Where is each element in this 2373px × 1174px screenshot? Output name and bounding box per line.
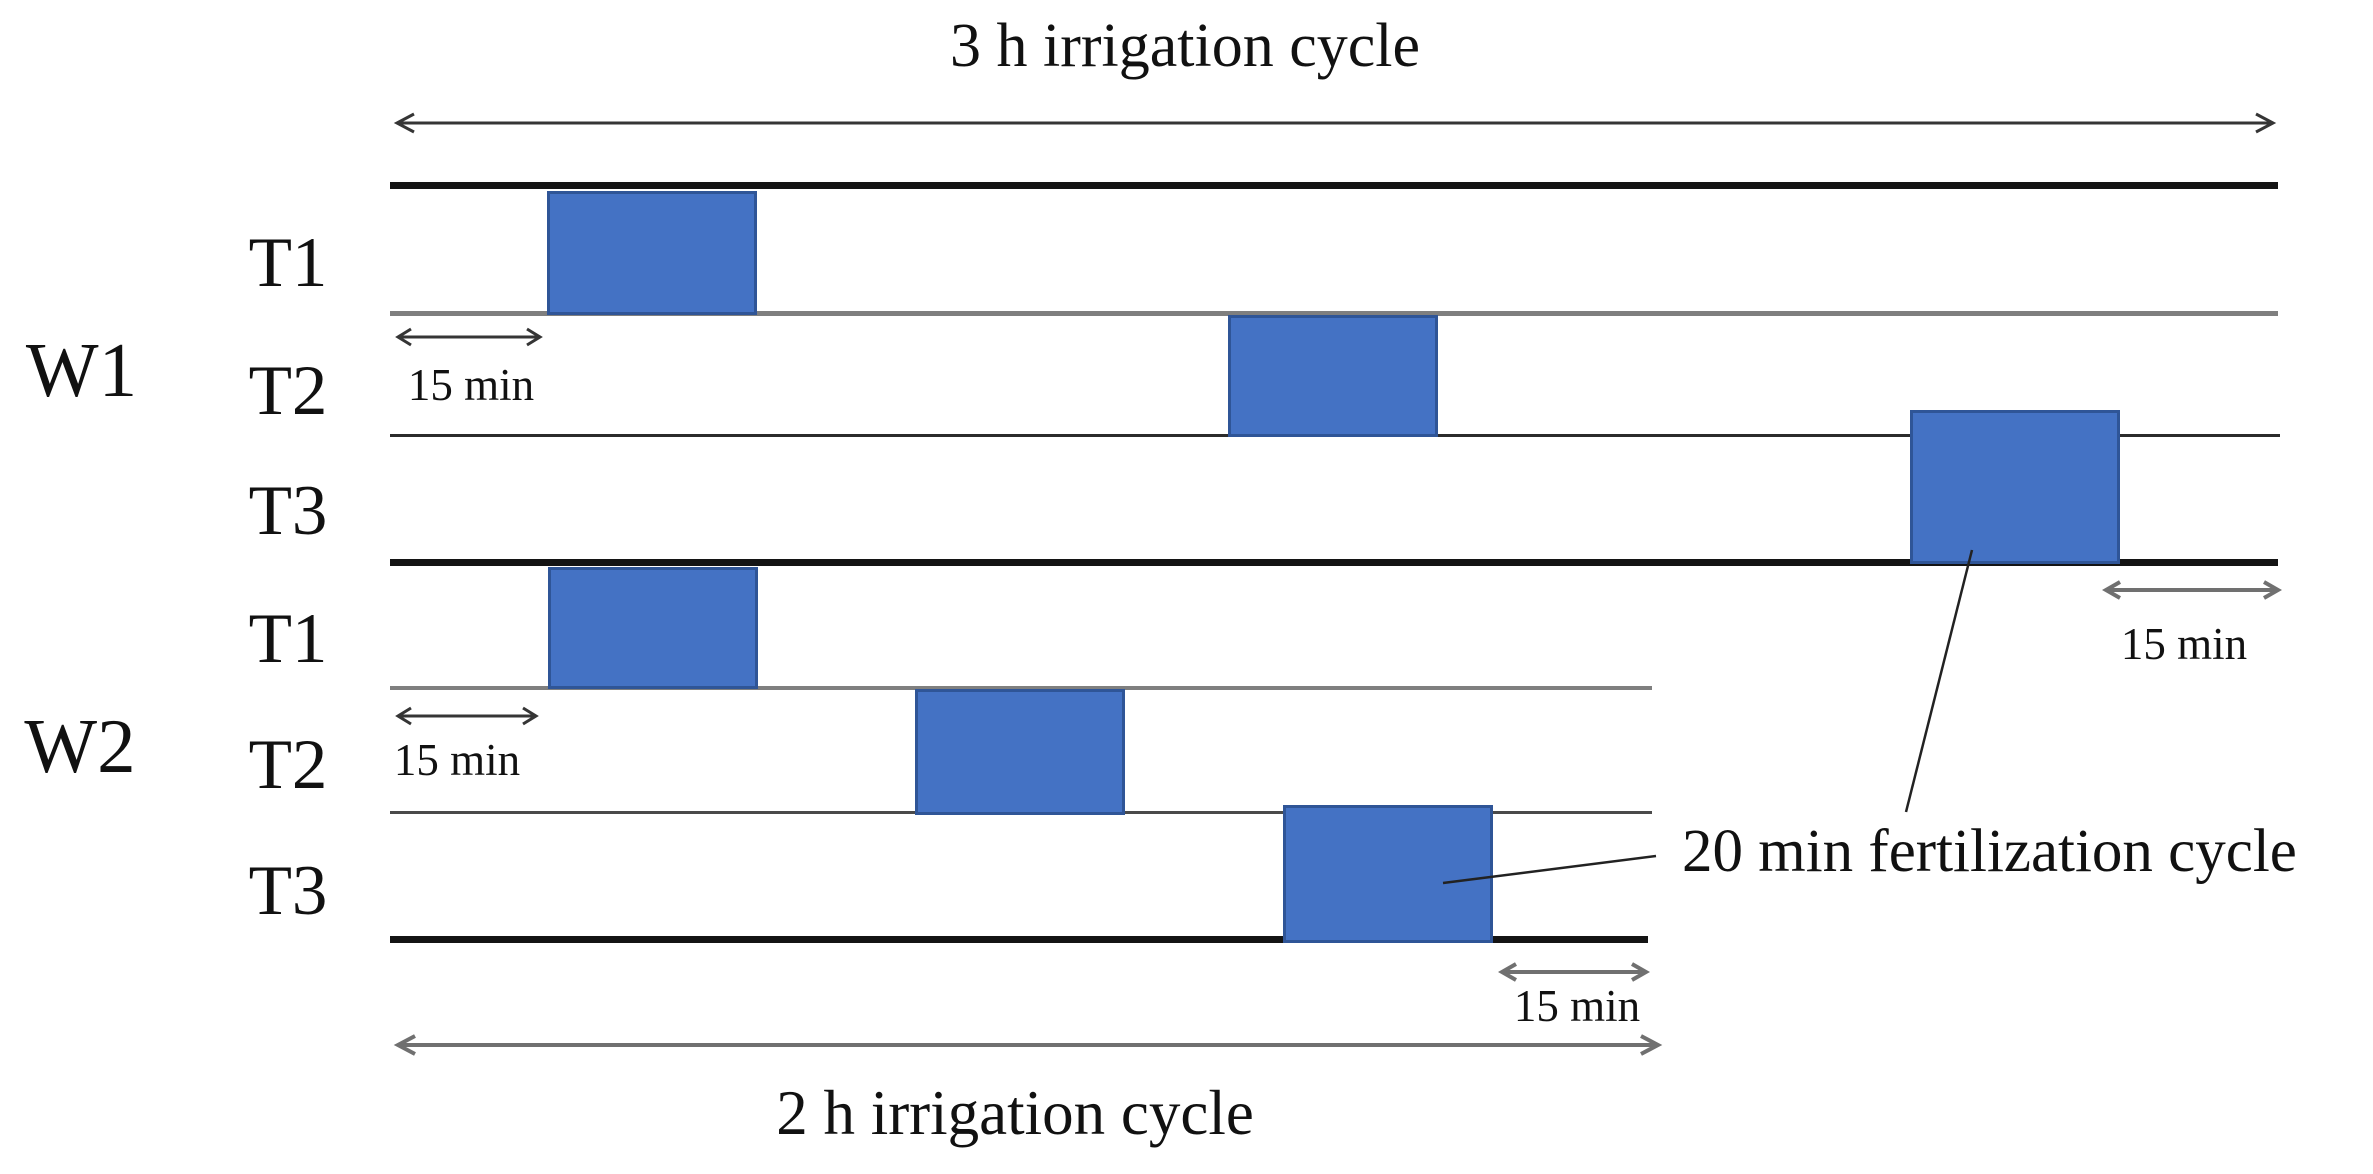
row-label-w1-t1: T1	[248, 224, 328, 302]
event-block-w1-t2	[1228, 315, 1438, 437]
cycle-2h-title: 2 h irrigation cycle	[776, 1078, 1254, 1148]
row-label-w1-t3: T3	[248, 472, 328, 550]
leader-line-w1-t3	[1904, 549, 1974, 813]
offset-label-w1-end: 15 min	[2120, 619, 2248, 669]
offset-label-w1-start: 15 min	[407, 360, 535, 410]
group-label-w1: W1	[25, 327, 138, 413]
offset-15min-arrow-w2-end	[1498, 962, 1650, 982]
event-block-w2-t2	[915, 689, 1125, 815]
row-label-w1-t2: T2	[248, 352, 328, 430]
timeline-w1-bottom-w2-top	[390, 559, 2278, 566]
offset-15min-arrow-w1-start	[395, 327, 543, 347]
fertilization-cycle-annotation: 20 min fertilization cycle	[1682, 818, 2297, 885]
event-block-w2-t3	[1283, 805, 1493, 943]
row-label-w2-t3: T3	[248, 852, 328, 930]
cycle-2h-span-arrow	[393, 1034, 1663, 1056]
offset-15min-arrow-w2-start	[395, 706, 539, 726]
event-block-w2-t1	[548, 567, 758, 689]
event-block-w1-t1	[547, 191, 757, 315]
offset-label-w2-start: 15 min	[393, 735, 521, 785]
row-label-w2-t2: T2	[248, 726, 328, 804]
row-label-w2-t1: T1	[248, 600, 328, 678]
offset-label-w2-end: 15 min	[1513, 981, 1641, 1031]
cycle-3h-title: 3 h irrigation cycle	[950, 12, 1420, 80]
timeline-w1-t1-t2	[390, 311, 2278, 316]
timeline-w2-t1-t2	[390, 686, 1652, 690]
event-block-w1-t3	[1910, 410, 2120, 564]
offset-15min-arrow-w1-end	[2102, 580, 2282, 600]
timeline-w1-top	[390, 182, 2278, 189]
timeline-w2-bottom	[390, 936, 1648, 943]
cycle-3h-span-arrow	[393, 112, 2277, 134]
group-label-w2: W2	[24, 703, 136, 789]
